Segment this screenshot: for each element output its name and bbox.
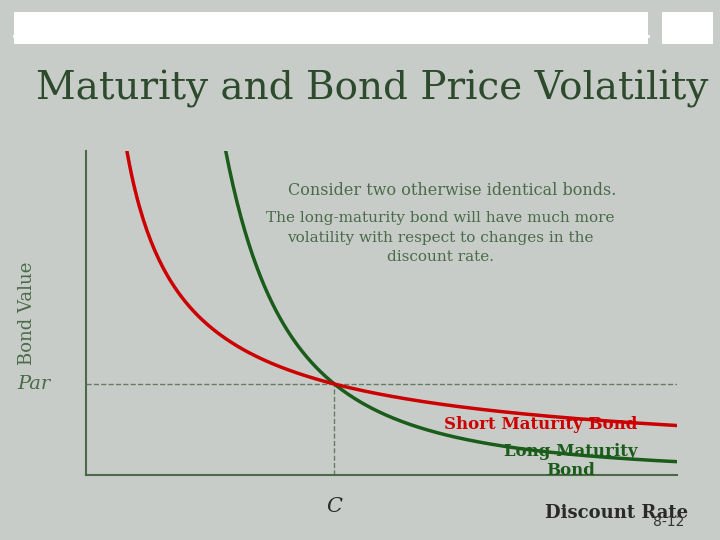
Text: Long Maturity
Bond: Long Maturity Bond [504,442,637,479]
Text: Consider two otherwise identical bonds.: Consider two otherwise identical bonds. [288,183,616,199]
Text: Maturity and Bond Price Volatility: Maturity and Bond Price Volatility [36,70,708,108]
Text: 8-12: 8-12 [652,515,684,529]
Bar [662,12,713,44]
Text: Discount Rate: Discount Rate [546,504,688,522]
Text: Par: Par [18,375,51,393]
Text: Bond Value: Bond Value [18,261,36,365]
Bar [14,12,648,44]
Text: Short Maturity Bond: Short Maturity Bond [444,416,638,433]
Text: The long-maturity bond will have much more
volatility with respect to changes in: The long-maturity bond will have much mo… [266,211,615,264]
Text: C: C [326,497,343,516]
